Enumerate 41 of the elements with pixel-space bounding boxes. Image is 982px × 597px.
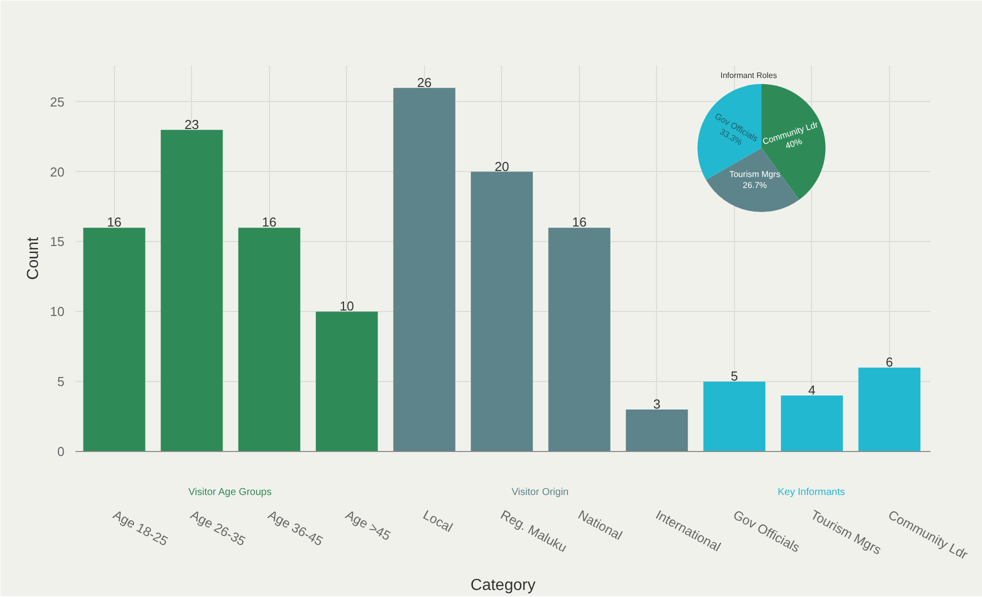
bar [238, 228, 300, 452]
y-tick-label: 20 [50, 164, 65, 180]
x-tick-label: Local [420, 506, 456, 536]
y-tick-label: 0 [57, 444, 65, 459]
data-label: 5 [730, 368, 738, 384]
bar [470, 172, 533, 452]
data-label: 10 [340, 298, 354, 314]
bar [393, 88, 456, 452]
slice-label: Tourism Mgrs [729, 168, 780, 179]
y-tick-label: 15 [50, 234, 65, 250]
bar [160, 130, 223, 452]
bar [626, 410, 688, 452]
data-label: 4 [808, 382, 816, 398]
bar [858, 368, 920, 452]
data-label: 26.7% [742, 180, 768, 190]
data-label: 16 [262, 214, 277, 230]
data-label: 16 [107, 214, 122, 230]
data-label: 3 [653, 396, 660, 412]
bar [316, 312, 378, 452]
y-tick-label: 5 [57, 374, 65, 390]
text: Visitor Age Groups [188, 486, 272, 500]
data-label: 20 [494, 158, 510, 174]
x-tick-label: Age 26-35 [188, 506, 248, 549]
text: Visitor Origin [512, 486, 569, 500]
y-tick-label: 10 [50, 304, 65, 320]
y-tick-label: 25 [50, 94, 65, 110]
x-axis-title: Category [470, 576, 536, 594]
data-label: 26 [417, 74, 432, 90]
text: Key Informants [778, 486, 846, 500]
data-label: 16 [572, 214, 587, 230]
bar [548, 228, 610, 452]
x-tick-label: Age 36-45 [266, 506, 326, 549]
bar [780, 396, 843, 452]
bar [83, 228, 146, 452]
bar [703, 382, 766, 452]
x-tick-label: Age >45 [343, 506, 394, 544]
y-axis-title: Count [25, 236, 42, 280]
chart-title: Informant Roles [720, 71, 777, 80]
data-label: 6 [886, 354, 894, 370]
data-label: 23 [184, 116, 200, 132]
x-tick-label: Age 18-25 [110, 506, 171, 549]
